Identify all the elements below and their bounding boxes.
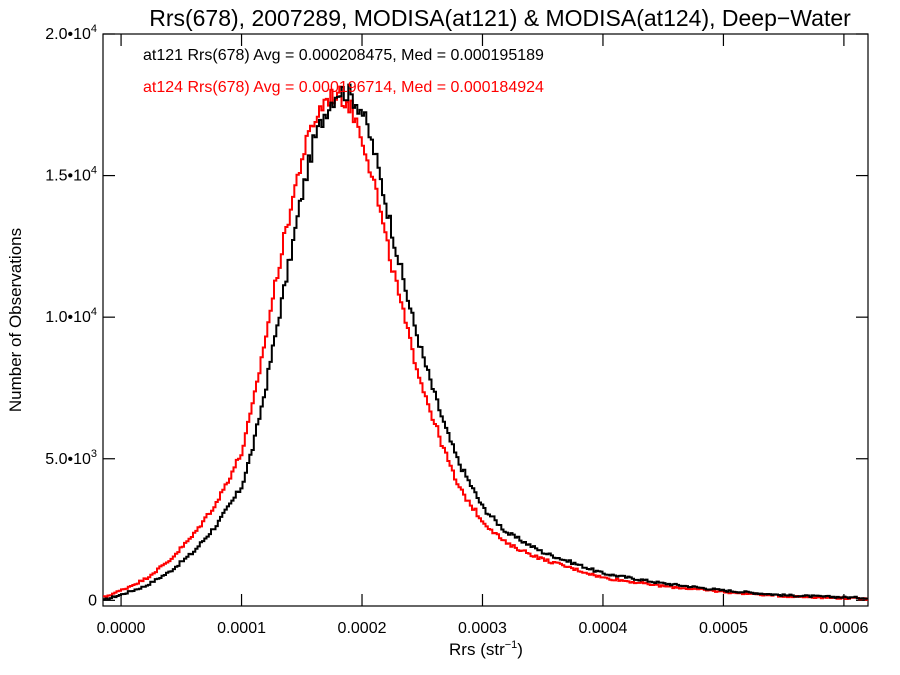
series-at121-line bbox=[103, 83, 868, 601]
y-tick-label: 5.0•103 bbox=[45, 448, 97, 468]
x-tick-label: 0.0004 bbox=[578, 620, 627, 637]
x-tick-label: 0.0000 bbox=[97, 620, 146, 637]
series-layer bbox=[103, 83, 868, 601]
y-tick-label-exponent: 4 bbox=[91, 23, 97, 35]
y-tick-label-base: 0 bbox=[88, 592, 97, 609]
y-tick-label-exponent: 3 bbox=[91, 448, 97, 460]
plot-frame bbox=[102, 33, 869, 607]
y-tick-label: 0 bbox=[88, 592, 97, 609]
legend-entry-at121: at121 Rrs(678) Avg = 0.000208475, Med = … bbox=[143, 47, 544, 64]
x-tick-label: 0.0002 bbox=[338, 620, 387, 637]
y-tick-label-exponent: 4 bbox=[91, 165, 97, 177]
x-tick-label: 0.0006 bbox=[819, 620, 868, 637]
x-tick-label: 0.0001 bbox=[217, 620, 266, 637]
y-tick-label: 1.5•104 bbox=[45, 165, 97, 185]
y-tick-label-base: 5.0•10 bbox=[45, 451, 91, 468]
y-tick-label-base: 1.0•10 bbox=[45, 309, 91, 326]
y-tick-label-exponent: 4 bbox=[91, 306, 97, 318]
legend-entry-at124: at124 Rrs(678) Avg = 0.000196714, Med = … bbox=[143, 79, 544, 96]
y-tick-label: 2.0•104 bbox=[45, 23, 97, 43]
y-tick-label-base: 1.5•10 bbox=[45, 168, 91, 185]
chart-title: Rrs(678), 2007289, MODISA(at121) & MODIS… bbox=[149, 5, 851, 31]
x-axis-label-exponent: −1 bbox=[505, 639, 518, 651]
y-tick-label: 1.0•104 bbox=[45, 306, 97, 326]
legend: at121 Rrs(678) Avg = 0.000208475, Med = … bbox=[143, 47, 544, 96]
x-axis: 0.0000 0.0001 0.0002 0.0003 0.0004 0.0005 0.00… bbox=[97, 34, 868, 637]
y-tick-label-base: 2.0•10 bbox=[45, 26, 91, 43]
x-axis-label: Rrs (str−1) bbox=[449, 639, 523, 659]
x-tick-label: 0.0003 bbox=[458, 620, 507, 637]
x-axis-label-end: ) bbox=[517, 640, 523, 659]
x-tick-label: 0.0005 bbox=[699, 620, 748, 637]
y-axis-label: Number of Observations bbox=[6, 228, 25, 412]
x-axis-label-main: Rrs (str bbox=[449, 640, 505, 659]
